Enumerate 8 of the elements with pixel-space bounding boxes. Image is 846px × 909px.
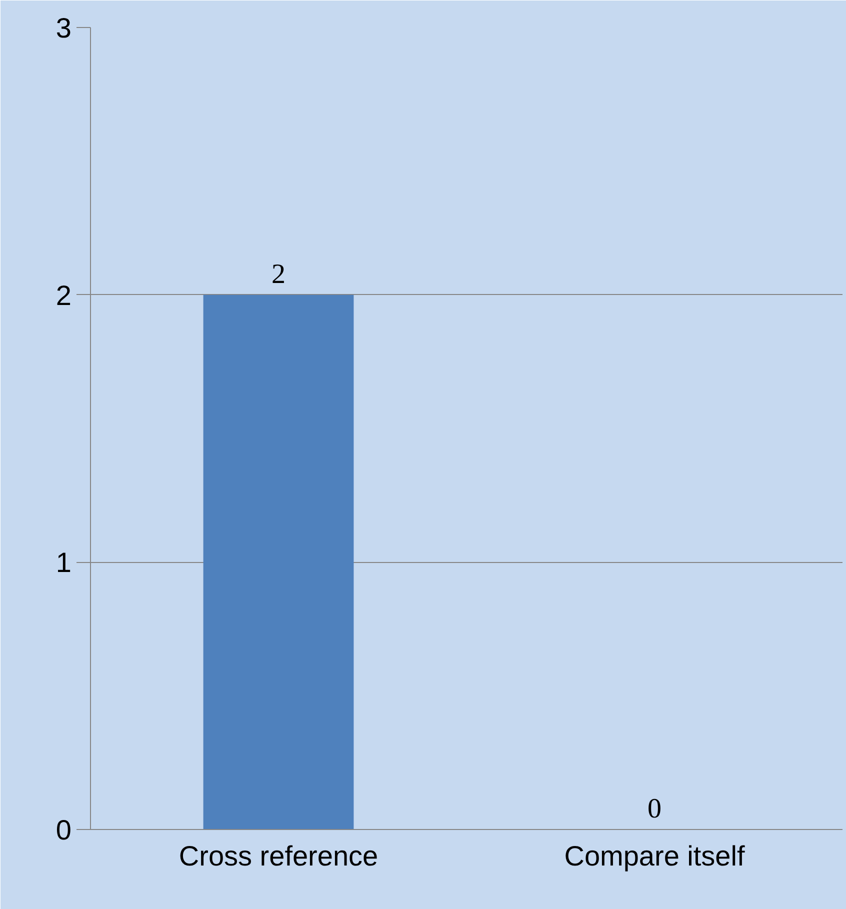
y-tick-label: 0: [56, 814, 72, 846]
y-tick-label: 1: [56, 547, 72, 578]
x-tick-label: Cross reference: [178, 840, 378, 872]
y-tick-label: 2: [56, 280, 72, 311]
data-label: 2: [272, 258, 286, 290]
x-tick-label: Compare itself: [564, 840, 745, 872]
y-tick-label: 3: [56, 12, 72, 44]
data-label: 0: [648, 794, 662, 824]
